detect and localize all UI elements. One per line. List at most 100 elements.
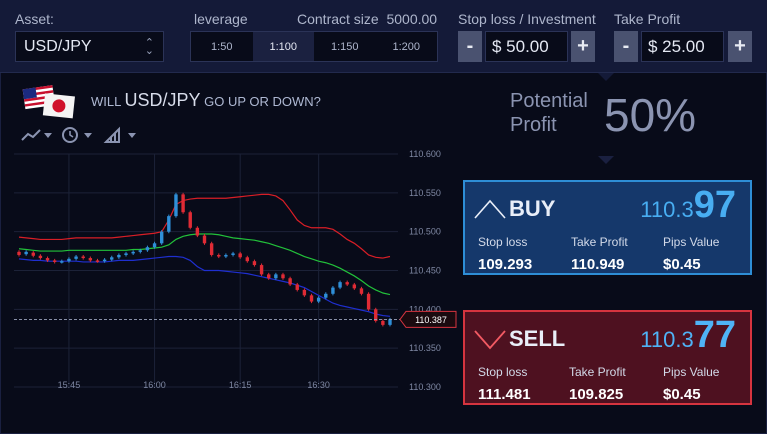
candle-body [352, 284, 357, 289]
potential-profit-label: Potential Profit [510, 90, 588, 136]
contract-size-label: Contract size 5000.00 [297, 11, 438, 27]
sell-stop-loss-value: 111.481 [478, 386, 531, 403]
candle-body [167, 216, 171, 232]
upper-band-line [18, 193, 391, 259]
stop-loss-label: Stop loss / Investment [458, 11, 596, 27]
candle-body [17, 251, 21, 255]
x-tick-label: 16:30 [307, 380, 330, 390]
current-price-tag [399, 310, 457, 328]
lower-band-line [18, 255, 391, 317]
buy-button[interactable]: BUY 110.397 Stop loss 109.293 Take Profi… [463, 180, 752, 275]
candle-body [67, 258, 71, 262]
candle-body [224, 254, 228, 257]
stop-loss-input[interactable]: $ 50.00 [485, 31, 568, 62]
candle-body [381, 320, 385, 325]
candle-body [74, 256, 78, 259]
candle-body [238, 253, 242, 258]
buy-stop-loss-label: Stop loss [478, 235, 528, 249]
buy-take-profit-label: Take Profit [571, 235, 628, 249]
take-profit-increase-button[interactable]: + [728, 31, 752, 62]
candle-body [309, 295, 314, 302]
potential-profit-value: 50% [604, 89, 697, 141]
candle-body [38, 255, 43, 259]
sell-price: 110.377 [640, 314, 736, 356]
candle-body [31, 252, 35, 256]
y-tick-label: 110.350 [409, 343, 441, 353]
candle-body [245, 257, 250, 262]
candle-body [138, 250, 142, 252]
candle-body [181, 194, 185, 213]
candle-body [195, 227, 200, 236]
candle-body [388, 319, 392, 325]
candle-body [209, 243, 214, 255]
buy-take-profit-value: 110.949 [571, 256, 625, 273]
asset-label: Asset: [15, 11, 54, 27]
sell-pips-label: Pips Value [663, 365, 720, 379]
leverage-option-1-200[interactable]: 1:200 [392, 40, 421, 53]
candle-body [331, 287, 335, 294]
take-profit-decrease-button[interactable]: - [614, 31, 638, 62]
candle-body [88, 258, 93, 261]
asset-select[interactable]: USD/JPY ⌃ ⌄ [15, 31, 164, 62]
clock-timeframe-icon[interactable] [61, 125, 95, 145]
candle-body [345, 282, 349, 285]
leverage-option-1-150[interactable]: 1:150 [330, 40, 359, 53]
buy-pips-value: $0.45 [663, 256, 701, 273]
usd-jpy-flags-icon [22, 85, 75, 119]
candle-body [81, 256, 85, 259]
current-price-label: 110.387 [415, 315, 447, 325]
candle-body [152, 243, 157, 248]
sell-take-profit-label: Take Profit [569, 365, 626, 379]
candle-body [338, 282, 342, 288]
arrow-down-icon [474, 330, 506, 350]
candle-body [110, 257, 114, 260]
arrow-up-icon [474, 199, 506, 219]
stop-loss-decrease-button[interactable]: - [458, 31, 482, 62]
y-tick-label: 110.550 [409, 188, 441, 198]
leverage-selector: 1:50 1:100 1:150 1:200 [190, 31, 438, 62]
chart-type-line-icon[interactable] [20, 125, 54, 145]
buy-price: 110.397 [640, 184, 736, 226]
candle-body [188, 212, 192, 228]
y-tick-label: 110.400 [409, 304, 441, 314]
candle-body [131, 251, 135, 254]
candle-body [202, 235, 207, 244]
candle-body [366, 293, 371, 310]
question-asset: USD/JPY [124, 90, 201, 110]
caret-down-icon [598, 156, 614, 164]
candle-body [24, 251, 28, 255]
candle-body [316, 297, 321, 302]
leverage-option-1-50[interactable]: 1:50 [211, 40, 233, 53]
leverage-option-1-100[interactable]: 1:100 [252, 32, 314, 61]
contract-size-value: 5000.00 [386, 11, 438, 27]
candle-body [288, 278, 292, 285]
candle-body [60, 261, 64, 263]
y-tick-label: 110.450 [409, 266, 441, 276]
y-tick-label: 110.600 [409, 149, 441, 159]
x-tick-label: 15:45 [58, 380, 81, 390]
price-chart: 110.600110.550110.500110.450110.400110.3… [14, 149, 457, 392]
buy-pips-label: Pips Value [663, 235, 720, 249]
candle-body [52, 260, 57, 262]
stop-loss-increase-button[interactable]: + [571, 31, 595, 62]
sell-pips-value: $0.45 [663, 386, 701, 403]
sell-label: SELL [509, 326, 566, 351]
sell-button[interactable]: SELL 110.377 Stop loss 111.481 Take Prof… [463, 310, 752, 405]
candle-body [174, 194, 178, 217]
y-tick-label: 110.300 [409, 382, 441, 392]
prediction-question: WILL USD/JPY GO UP OR DOWN? [91, 90, 321, 110]
caret-up-icon [598, 73, 614, 81]
candle-body [124, 253, 128, 255]
candle-body [252, 261, 257, 266]
sell-take-profit-value: 109.825 [569, 386, 624, 403]
candle-body [324, 293, 328, 298]
chevron-updown-icon: ⌃ ⌄ [144, 37, 154, 57]
candle-body [267, 274, 271, 279]
candle-body [159, 231, 164, 244]
asset-select-value: USD/JPY [24, 37, 92, 55]
take-profit-input[interactable]: $ 25.00 [641, 31, 724, 62]
indicators-icon[interactable] [103, 125, 139, 145]
candle-body [95, 260, 100, 262]
buy-stop-loss-value: 109.293 [478, 256, 533, 273]
candle-body [231, 253, 235, 255]
